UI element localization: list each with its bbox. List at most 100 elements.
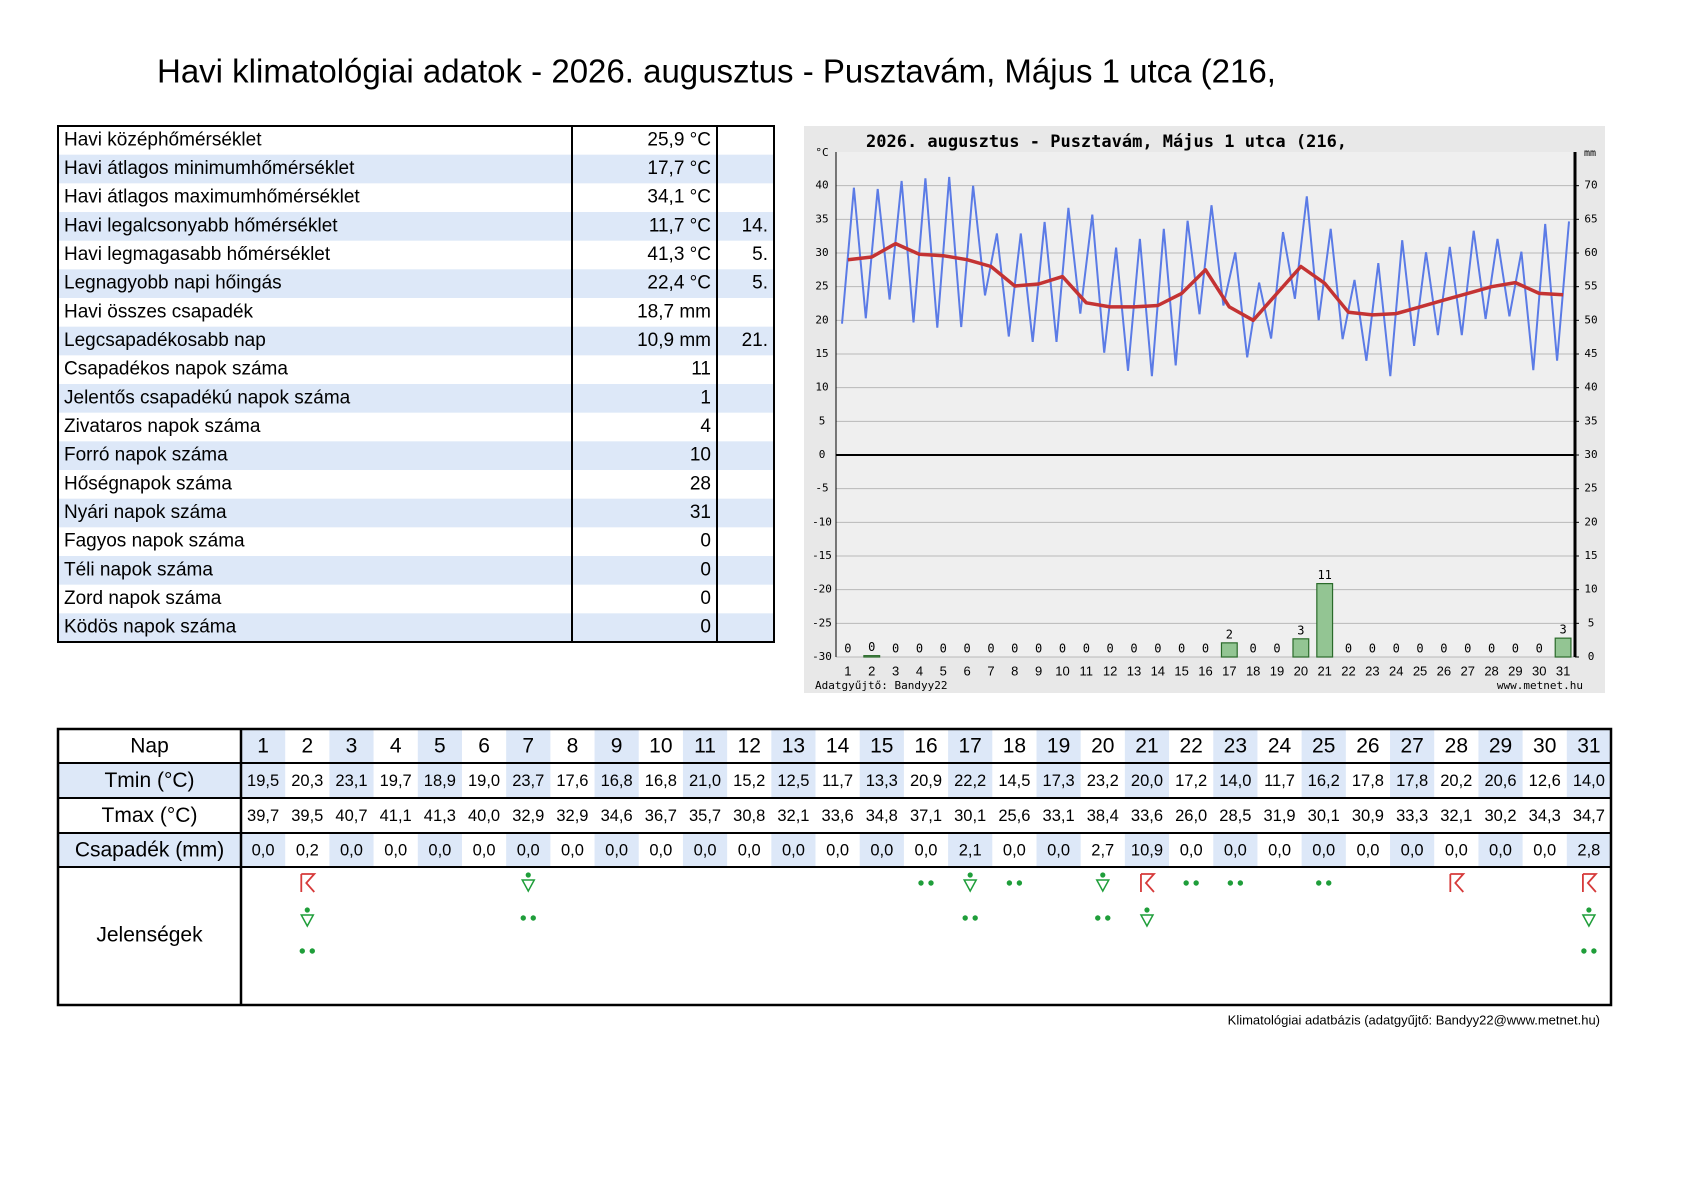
cell-band	[948, 833, 993, 867]
x-tick-label: 31	[1556, 663, 1570, 678]
cell-band	[1301, 763, 1346, 798]
day-number: 1	[257, 735, 269, 758]
bar-label: 0	[1369, 642, 1376, 656]
y-tick-label: -30	[812, 650, 832, 663]
cell-value: 19,0	[468, 772, 500, 790]
cell-value: 0,2	[296, 841, 319, 859]
cell-value: 0,0	[1401, 841, 1424, 859]
summary-value: 31	[690, 502, 711, 523]
x-tick-label: 5	[940, 663, 947, 678]
cell-value: 0,0	[605, 841, 628, 859]
cell-value: 0,0	[649, 841, 672, 859]
cell-band	[594, 729, 639, 763]
weather-icon	[1140, 873, 1156, 893]
summary-value: 25,9 °C	[647, 129, 711, 150]
weather-icon	[1139, 907, 1155, 928]
day-number: 10	[649, 735, 672, 758]
day-number: 17	[959, 735, 982, 758]
cell-value: 15,2	[733, 772, 765, 790]
table-border	[57, 125, 775, 643]
weather-icon	[962, 915, 978, 921]
cell-value: 14,5	[998, 772, 1030, 790]
y2-tick-label: 65	[1584, 212, 1597, 225]
watermark: Adatgyűjtő: Bandyy22	[815, 679, 947, 692]
y2-tick-label: 50	[1584, 313, 1597, 326]
rain-dot	[962, 915, 968, 921]
bar-label: 3	[1297, 623, 1304, 637]
cell-value: 30,9	[1352, 807, 1384, 825]
weather-icon	[520, 872, 536, 893]
cell-value: 17,2	[1175, 772, 1207, 790]
weather-icon	[918, 880, 934, 886]
cell-band	[682, 833, 728, 867]
cell-value: 33,1	[1043, 807, 1075, 825]
day-number: 26	[1356, 735, 1379, 758]
cell-value: 0,0	[1312, 841, 1335, 859]
weather-icon	[1006, 880, 1023, 886]
cell-value: 39,7	[247, 807, 279, 825]
x-tick-label: 3	[892, 663, 899, 678]
row-band	[58, 498, 774, 528]
x-tick-label: 15	[1174, 663, 1188, 678]
cell-band	[594, 833, 639, 867]
day-number: 14	[826, 735, 850, 758]
rain-dot	[1581, 948, 1587, 954]
cell-value: 0,0	[1268, 841, 1291, 859]
cell-value: 0,0	[1489, 841, 1512, 859]
cell-value: 0,0	[915, 841, 938, 859]
shower-dot	[525, 872, 531, 878]
bar-label: 0	[1035, 642, 1042, 656]
x-tick-label: 18	[1246, 663, 1260, 678]
y2-tick-label: 55	[1584, 280, 1597, 293]
summary-value: 0	[700, 559, 711, 580]
summary-label: Havi legmagasabb hőmérséklet	[64, 244, 331, 265]
thunder-icon	[300, 873, 317, 893]
bar-label: 0	[844, 642, 851, 656]
cell-value: 33,6	[822, 807, 854, 825]
x-tick-label: 23	[1365, 663, 1379, 678]
day-number: 30	[1533, 735, 1556, 758]
row-band	[58, 154, 774, 184]
cell-value: 36,7	[645, 807, 677, 825]
day-number: 6	[478, 735, 490, 758]
rain-dot	[1326, 880, 1332, 886]
x-tick-label: 27	[1460, 663, 1474, 678]
summary-value: 0	[700, 617, 711, 638]
shower-dot	[1144, 907, 1150, 913]
y2-tick-label: 5	[1588, 616, 1595, 629]
row-band	[58, 269, 774, 298]
bar-label: 0	[1130, 642, 1137, 656]
day-number: 3	[346, 735, 358, 758]
day-number: 18	[1003, 735, 1026, 758]
y2-tick-label: 25	[1584, 482, 1597, 495]
cell-band	[594, 763, 639, 798]
cell-value: 31,9	[1263, 807, 1295, 825]
summary-label: Ködös napok száma	[64, 617, 237, 638]
rain-dot	[1237, 880, 1244, 886]
summary-value: 11,7 °C	[649, 215, 711, 236]
day-number: 16	[914, 735, 937, 758]
x-tick-label: 13	[1127, 663, 1141, 678]
cell-value: 20,0	[1131, 772, 1163, 790]
day-number: 19	[1047, 735, 1070, 758]
day-number: 24	[1268, 735, 1292, 758]
bar-label: 3	[1559, 623, 1566, 637]
rain-dot	[1227, 880, 1234, 886]
cell-value: 0,0	[1047, 841, 1070, 859]
shower-triangle	[1095, 879, 1111, 893]
row-label: Tmax (°C)	[102, 804, 198, 827]
rain-dot	[928, 880, 934, 886]
day-number: 15	[870, 735, 893, 758]
bar-label: 0	[940, 642, 947, 656]
cell-value: 22,2	[954, 772, 986, 790]
weather-icon	[1582, 873, 1598, 893]
shower-dot	[967, 872, 973, 878]
summary-day: 5.	[752, 273, 768, 294]
rain-dot	[918, 880, 924, 886]
cell-value: 30,2	[1484, 807, 1516, 825]
cell-value: 13,3	[866, 772, 898, 790]
cell-value: 17,6	[556, 772, 588, 790]
day-number: 23	[1224, 735, 1247, 758]
day-number: 21	[1135, 735, 1158, 758]
summary-value: 18,7 mm	[637, 301, 711, 322]
